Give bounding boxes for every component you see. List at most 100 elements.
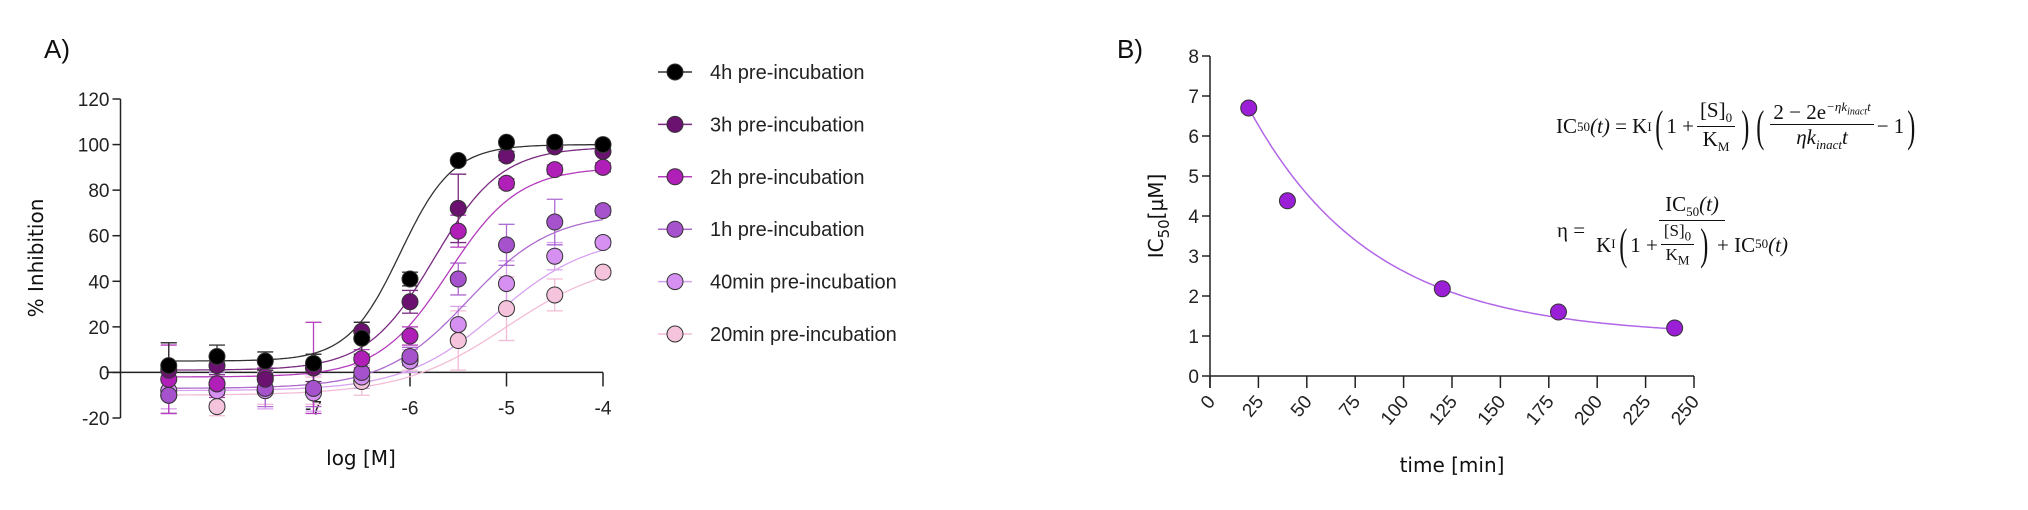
data-point bbox=[546, 286, 564, 304]
data-point bbox=[546, 247, 564, 265]
x-tick-label: 25 bbox=[1239, 392, 1269, 422]
legend-label: 2h pre-incubation bbox=[710, 167, 865, 189]
legend: 4h pre-incubation 3h pre-incubation 2h pre… bbox=[658, 62, 897, 346]
eq1-num-sup: −ηk bbox=[1826, 98, 1848, 114]
panel-label-b: B) bbox=[1117, 34, 1143, 64]
data-point bbox=[449, 222, 467, 240]
data-point bbox=[546, 213, 564, 231]
eq1-k-sub: I bbox=[1647, 118, 1652, 134]
eq2-num-arg: (t) bbox=[1699, 192, 1719, 216]
data-point bbox=[401, 293, 419, 311]
eq1-minus-one: − 1 bbox=[1876, 114, 1905, 139]
ylabel-unit: [µM] bbox=[1144, 174, 1168, 220]
data-point bbox=[498, 133, 515, 151]
x-tick-label: -4 bbox=[595, 398, 612, 419]
ylabel-main: IC bbox=[1144, 238, 1168, 258]
x-tick-label: 150 bbox=[1474, 392, 1510, 430]
x-tick-label: 75 bbox=[1335, 392, 1365, 422]
x-tick-label: 175 bbox=[1522, 392, 1558, 430]
eq1-s-sub: 0 bbox=[1725, 110, 1733, 126]
data-point bbox=[449, 152, 467, 170]
ylabel-sub: 50 bbox=[1155, 219, 1173, 238]
legend-marker bbox=[666, 115, 684, 133]
eq2-plus-ic-arg: (t) bbox=[1768, 232, 1788, 257]
data-point bbox=[401, 270, 419, 288]
y-tick-label: 1 bbox=[1188, 327, 1199, 348]
legend-marker bbox=[666, 168, 684, 186]
eq1-den-sub: inact bbox=[1816, 137, 1843, 153]
y-tick-label: 40 bbox=[88, 272, 109, 293]
eq1-lhs-arg: (t) bbox=[1590, 114, 1610, 139]
eq2-km: K bbox=[1665, 245, 1678, 265]
eq2-k: K bbox=[1596, 232, 1612, 257]
legend-marker bbox=[666, 63, 684, 81]
data-point bbox=[498, 300, 515, 318]
data-point bbox=[1278, 192, 1296, 210]
y-tick-label: 0 bbox=[99, 363, 110, 384]
data-point bbox=[546, 161, 564, 179]
data-point bbox=[1240, 99, 1258, 117]
eq2-s: [S] bbox=[1663, 221, 1685, 241]
x-tick-label: 0 bbox=[1197, 392, 1220, 414]
y-tick-label: 7 bbox=[1188, 87, 1199, 108]
x-tick-label: -5 bbox=[498, 398, 515, 419]
eq2-km-sub: M bbox=[1677, 252, 1690, 268]
data-point bbox=[498, 174, 515, 192]
y-tick-label: 4 bbox=[1188, 207, 1199, 228]
eq1-num-sup-sub: inact bbox=[1847, 106, 1868, 118]
fit-curve bbox=[168, 218, 604, 389]
y-tick-label: 100 bbox=[78, 136, 110, 157]
data-point bbox=[401, 347, 419, 365]
data-point bbox=[546, 133, 564, 151]
x-tick-label: 225 bbox=[1619, 392, 1655, 430]
legend-label: 40min pre-incubation bbox=[710, 272, 897, 294]
x-tick-label: 125 bbox=[1425, 392, 1461, 430]
data-point bbox=[498, 275, 515, 293]
eq2-plus-ic: + IC bbox=[1717, 232, 1756, 257]
data-point bbox=[449, 270, 467, 288]
data-point bbox=[353, 329, 371, 347]
y-tick-label: 120 bbox=[78, 90, 110, 111]
data-point bbox=[449, 332, 467, 350]
y-tick-label: -20 bbox=[82, 409, 109, 430]
eq1-km-sub: M bbox=[1717, 139, 1730, 155]
data-point bbox=[256, 352, 274, 370]
y-tick-label: 3 bbox=[1188, 247, 1199, 268]
data-point bbox=[1433, 280, 1451, 298]
eq1-den-t: t bbox=[1842, 125, 1848, 150]
data-point bbox=[594, 158, 612, 176]
data-point bbox=[256, 370, 274, 388]
x-tick-label: 250 bbox=[1667, 392, 1703, 430]
data-point bbox=[160, 357, 178, 375]
legend-label: 3h pre-incubation bbox=[710, 114, 865, 136]
data-point bbox=[498, 236, 515, 254]
data-point bbox=[449, 316, 467, 334]
eq2-lhs: η = bbox=[1557, 217, 1586, 242]
eq2-k-sub: I bbox=[1611, 236, 1616, 252]
chart-a-ylabel: % Inhibition bbox=[24, 199, 48, 318]
eq1-num-sup-t: t bbox=[1867, 98, 1871, 114]
eq1-num: 2 − 2e bbox=[1773, 99, 1827, 124]
eq1-den: ηk bbox=[1796, 125, 1817, 150]
x-tick-label: 100 bbox=[1377, 392, 1413, 430]
x-tick-label: -6 bbox=[402, 398, 419, 419]
data-point bbox=[594, 234, 612, 252]
data-point bbox=[401, 327, 419, 345]
legend-marker bbox=[666, 273, 684, 291]
eq1-equals: = bbox=[1615, 114, 1627, 139]
data-point bbox=[1549, 303, 1567, 321]
y-tick-label: 80 bbox=[88, 181, 109, 202]
fit-curve bbox=[1248, 107, 1675, 330]
y-tick-label: 0 bbox=[1188, 367, 1199, 388]
eq1-lhs: IC bbox=[1556, 114, 1577, 139]
eq2-one-plus: 1 + bbox=[1630, 232, 1658, 257]
eq2-plus-ic-sub: 50 bbox=[1755, 236, 1769, 252]
eq1-lhs-sub: 50 bbox=[1577, 118, 1590, 134]
eq1-s: [S] bbox=[1699, 98, 1726, 122]
y-tick-label: 8 bbox=[1188, 47, 1199, 68]
y-tick-label: 60 bbox=[88, 227, 109, 248]
data-point bbox=[208, 398, 226, 416]
fit-curve bbox=[168, 144, 603, 362]
